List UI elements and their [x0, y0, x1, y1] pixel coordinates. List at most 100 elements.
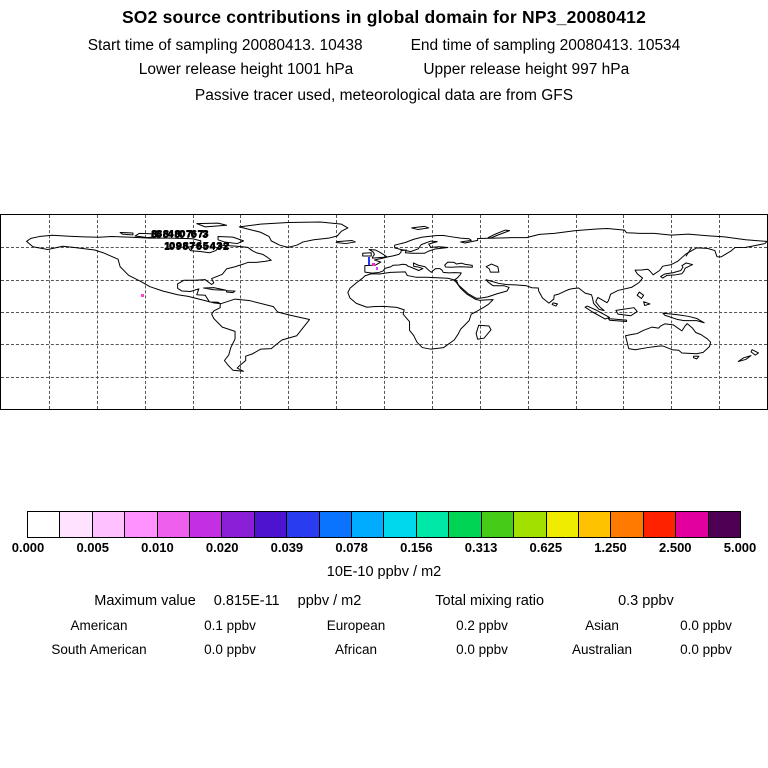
max-value-unit: ppbv / m2	[297, 593, 362, 609]
gridline-horizontal	[1, 344, 767, 346]
colorbar-tick-label: 0.000	[11, 540, 45, 555]
colorbar-cell	[416, 512, 450, 537]
page-title: SO2 source contributions in global domai…	[121, 7, 647, 27]
coastline-victoria-island	[135, 233, 161, 237]
colorbar-cell	[60, 512, 93, 537]
coastline-australia	[626, 324, 711, 354]
colorbar-tick-label: 0.313	[464, 540, 498, 555]
region-contributions-table: American 0.1 ppbv European 0.2 ppbv Asian 0.0…	[24, 618, 746, 657]
region-value: 0.0 ppbv	[204, 642, 256, 657]
colorbar-tick-label: 2.500	[658, 540, 692, 555]
upper-release-text: Upper release height 997 hPa	[423, 61, 630, 78]
region-value: 0.0 ppbv	[680, 618, 732, 633]
coastline-north-america	[27, 235, 272, 303]
region-value: 0.1 ppbv	[204, 618, 256, 633]
sampling-times-row: Start time of sampling 20080413. 10438 E…	[0, 37, 768, 55]
colorbar-tick-label: 0.020	[205, 540, 239, 555]
max-value: 0.815E-11	[213, 593, 280, 609]
coastline-luzon	[637, 292, 643, 298]
coastline-hispaniola	[227, 291, 236, 293]
world-map: 88 84 80 76 73 10 9 8 7 6 5 4 3 2	[0, 214, 768, 410]
lower-release-text: Lower release height 1001 hPa	[138, 61, 354, 78]
spacer	[562, 593, 600, 609]
colorbar-tick-label: 5.000	[723, 540, 757, 555]
colorbar-cell	[319, 512, 353, 537]
region-label: Asian	[585, 618, 619, 633]
coastline-mindanao	[644, 302, 650, 306]
colorbar-cell	[676, 512, 709, 537]
coastline-new-guinea	[663, 313, 704, 323]
coastline-new-zealand-north	[751, 350, 758, 355]
colorbar-tick-label: 0.625	[529, 540, 563, 555]
coastline-banks-island	[120, 232, 133, 234]
end-time-text: End time of sampling 20080413. 10534	[410, 37, 681, 54]
gridline-horizontal	[1, 279, 767, 281]
colorbar-cell	[190, 512, 223, 537]
gridline-horizontal	[1, 376, 767, 378]
gridline-horizontal	[1, 247, 767, 249]
coastline-cuba	[204, 288, 227, 291]
colorbar-cell	[546, 512, 579, 537]
colorbar-cell	[643, 512, 677, 537]
concentration-mark	[368, 257, 370, 265]
colorbar-cell	[125, 512, 158, 537]
colorbar-tick-label: 0.156	[400, 540, 433, 555]
colorbar-cell	[611, 512, 644, 537]
colorbar-unit-label: 10E-10 ppbv / m2	[326, 564, 442, 580]
receptor-label-cluster: 10 9 8 7 6 5 4 3 2	[164, 240, 229, 252]
coastline-madagascar	[476, 325, 491, 339]
coastline-africa	[348, 272, 493, 349]
colorbar-cell	[222, 512, 255, 537]
colorbar-tick-label: 0.005	[76, 540, 109, 555]
colorbar-cell	[254, 512, 288, 537]
region-label: European	[326, 618, 386, 633]
colorbar-tick-label: 0.039	[270, 540, 304, 555]
coastline-sumatra	[585, 306, 609, 319]
total-mixing-ratio-value: 0.3 ppbv	[618, 593, 674, 609]
colorbar-cell	[92, 512, 126, 537]
colorbar-cell	[514, 512, 547, 537]
concentration-mark	[376, 267, 378, 270]
coastline-japan	[661, 263, 693, 278]
coastline-sakhalin	[686, 248, 691, 256]
stats-summary-row: Maximum value 0.815E-11 ppbv / m2 Total …	[0, 593, 768, 609]
region-value: 0.0 ppbv	[680, 642, 732, 657]
max-value-label: Maximum value	[94, 593, 196, 609]
concentration-mark	[372, 263, 375, 266]
colorbar-cell	[157, 512, 191, 537]
total-mixing-ratio-label: Total mixing ratio	[435, 593, 545, 609]
coastline-caspian-sea	[486, 264, 499, 272]
coastline-iceland	[336, 241, 355, 244]
receptor-label-cluster: 88 84 80 76 73	[151, 228, 208, 240]
colorbar-tick-label: 1.250	[594, 540, 627, 555]
colorbar-cell	[287, 512, 320, 537]
coastline-ellesmere-island	[197, 223, 227, 227]
coastline-svalbard	[412, 226, 429, 229]
coastlines	[1, 215, 767, 409]
tracer-info-text: Passive tracer used, meteorological data…	[194, 87, 574, 104]
coastline-borneo	[616, 308, 637, 316]
coastline-java	[608, 319, 626, 322]
coastline-baffin-island	[218, 237, 244, 244]
coastline-south-america	[212, 299, 310, 371]
colorbar-tick-label: 0.078	[335, 540, 368, 555]
coastline-new-zealand-south	[738, 356, 751, 362]
colorbar-cell	[708, 512, 740, 537]
concentration-mark	[141, 294, 144, 297]
colorbar-cell	[28, 512, 61, 537]
region-label: Australian	[571, 642, 633, 657]
gridline-horizontal	[1, 312, 767, 313]
region-value: 0.2 ppbv	[456, 618, 508, 633]
region-label: South American	[51, 642, 147, 657]
coastline-great-britain	[369, 249, 387, 258]
colorbar-cell	[384, 512, 417, 537]
colorbar-tick-label: 0.010	[141, 540, 174, 555]
region-label: African	[334, 642, 378, 657]
release-heights-row: Lower release height 1001 hPa Upper rele…	[0, 61, 768, 79]
colorbar	[27, 511, 741, 538]
colorbar-cell	[481, 512, 515, 537]
colorbar-cell	[449, 512, 482, 537]
coastline-black-sea	[445, 262, 473, 267]
coastline-novaya-zemlya	[488, 230, 509, 238]
spacer	[379, 593, 417, 609]
